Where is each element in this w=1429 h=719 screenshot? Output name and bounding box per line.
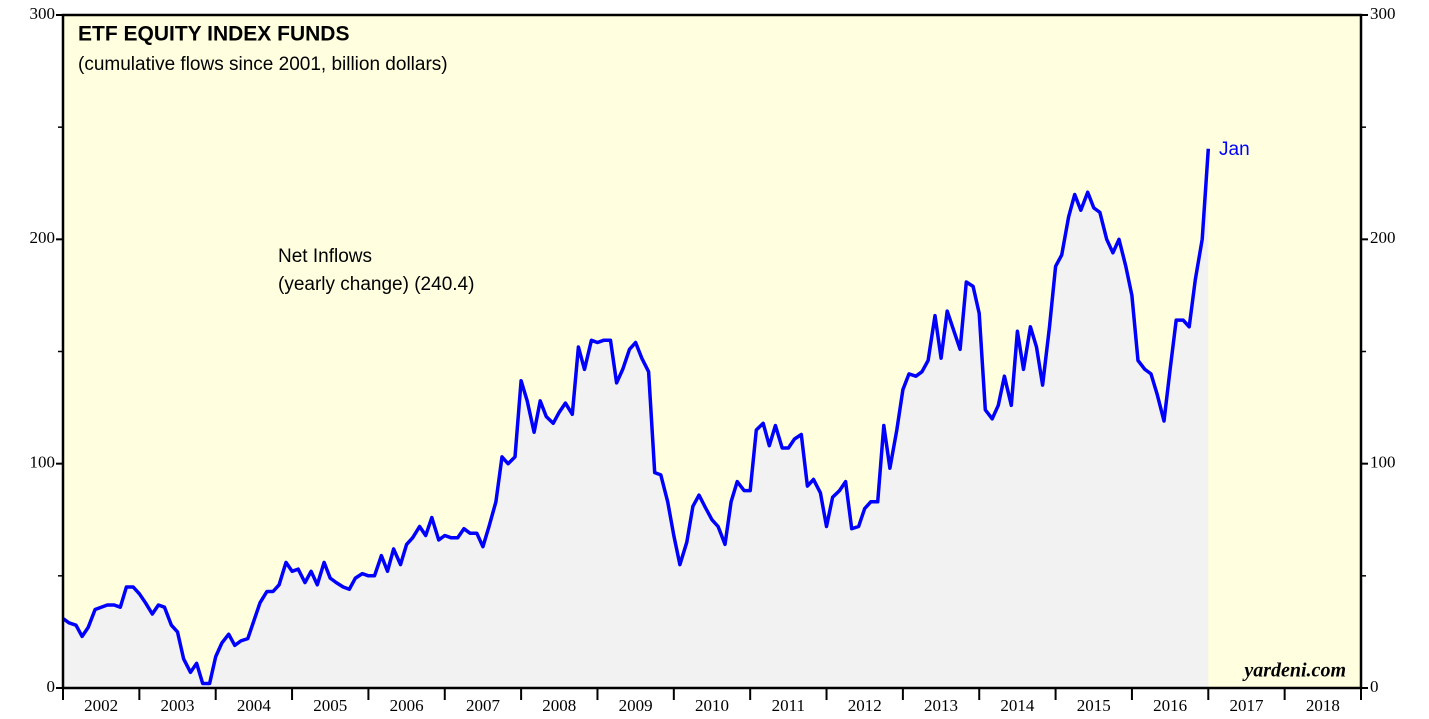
x-tick-label: 2007 (466, 696, 501, 715)
x-tick-label: 2003 (161, 696, 195, 715)
x-tick-label: 2013 (924, 696, 958, 715)
annotation: (yearly change) (240.4) (278, 274, 474, 295)
x-tick-label: 2016 (1153, 696, 1187, 715)
line (61, 148, 1211, 686)
x-tick-label: 2005 (313, 696, 347, 715)
x-tick-label: 2002 (84, 696, 118, 715)
y2-tick-label: 300 (1370, 4, 1396, 23)
y-tick-label: 200 (30, 228, 56, 247)
x-tick-label: 2012 (848, 696, 882, 715)
y-tick-label: 100 (30, 453, 56, 472)
x-tick-label: 2011 (772, 696, 805, 715)
end-label: Jan (1219, 139, 1250, 160)
area (63, 148, 1209, 688)
plot-layer (61, 148, 1211, 688)
chart-title: ETF EQUITY INDEX FUNDS (78, 23, 349, 46)
annotation: Net Inflows (278, 246, 372, 267)
y-tick-label: 0 (47, 677, 56, 696)
x-tick-label: 2017 (1229, 696, 1264, 715)
x-tick-label: 2015 (1077, 696, 1111, 715)
y2-tick-label: 200 (1370, 228, 1396, 247)
y2-tick-label: 0 (1370, 677, 1379, 696)
x-tick-label: 2018 (1306, 696, 1340, 715)
y-tick-label: 300 (30, 4, 56, 23)
source: yardeni.com (1242, 660, 1346, 682)
y2-tick-label: 100 (1370, 453, 1396, 472)
x-tick-label: 2006 (390, 696, 424, 715)
x-tick-label: 2009 (619, 696, 653, 715)
x-tick-label: 2008 (542, 696, 576, 715)
chart-subtitle: (cumulative flows since 2001, billion do… (78, 54, 448, 75)
x-tick-label: 2010 (695, 696, 729, 715)
x-tick-label: 2014 (1000, 696, 1035, 715)
x-tick-label: 2004 (237, 696, 272, 715)
